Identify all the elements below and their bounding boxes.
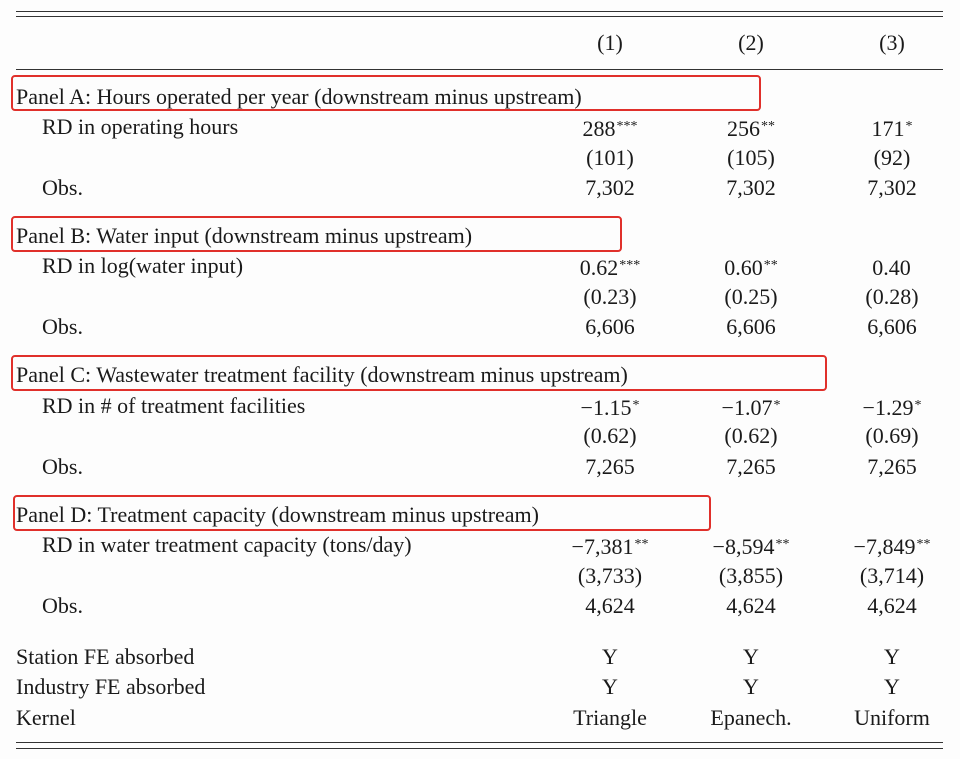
cell: (0.69) xyxy=(865,423,919,448)
cell: 7,265 xyxy=(585,454,635,479)
cell: (3,733) xyxy=(577,563,643,588)
column-header-1: (1) xyxy=(597,30,623,55)
panel-d-title-row: Panel D: Treatment capacity (downstream … xyxy=(0,500,960,530)
cell: 7,302 xyxy=(867,175,917,200)
cell: −7,381** xyxy=(571,534,649,559)
cell: 6,606 xyxy=(585,314,635,339)
cell: 6,606 xyxy=(867,314,917,339)
cell: Y xyxy=(602,674,618,699)
cell: 7,302 xyxy=(726,175,776,200)
cell: (3,855) xyxy=(718,563,784,588)
row-label: Obs. xyxy=(42,454,83,479)
panel-b-title-row: Panel B: Water input (downstream minus u… xyxy=(0,221,960,251)
cell: −1.15* xyxy=(580,395,640,420)
column-header-3: (3) xyxy=(879,30,905,55)
panel-a-highlight xyxy=(11,75,761,111)
table-row: RD in log(water input) 0.62*** 0.60** 0.… xyxy=(0,251,960,281)
cell: −1.29* xyxy=(862,395,922,420)
table-row: (0.62) (0.62) (0.69) xyxy=(0,421,960,451)
cell: 256** xyxy=(727,116,775,141)
cell: −8,594** xyxy=(712,534,790,559)
panel-d-title: Panel D: Treatment capacity (downstream … xyxy=(16,502,539,527)
table-row: RD in operating hours 288*** 256** 171* xyxy=(0,112,960,142)
panel-d-highlight xyxy=(13,495,711,531)
panel-c-title: Panel C: Wastewater treatment facility (… xyxy=(16,362,628,387)
table-row: Obs. 7,265 7,265 7,265 xyxy=(0,452,960,482)
table-row: Kernel Triangle Epanech. Uniform xyxy=(0,703,960,733)
table-row: (0.23) (0.25) (0.28) xyxy=(0,282,960,312)
cell: −1.07* xyxy=(721,395,781,420)
table-row: (101) (105) (92) xyxy=(0,143,960,173)
row-label: Obs. xyxy=(42,593,83,618)
cell: (0.23) xyxy=(583,284,637,309)
cell: 4,624 xyxy=(585,593,635,618)
row-label: Kernel xyxy=(16,705,76,730)
row-label: Industry FE absorbed xyxy=(16,674,206,699)
bottom-rule xyxy=(16,742,943,743)
panel-a-title: Panel A: Hours operated per year (downst… xyxy=(16,84,582,109)
cell: Triangle xyxy=(573,705,647,730)
column-header-row: (1) (2) (3) xyxy=(0,28,960,58)
bottom-rule-2 xyxy=(16,748,943,749)
panel-c-highlight xyxy=(11,355,827,391)
cell: 0.40 xyxy=(872,255,911,280)
cell: 7,265 xyxy=(867,454,917,479)
row-label: Obs. xyxy=(42,175,83,200)
table-row: Obs. 7,302 7,302 7,302 xyxy=(0,173,960,203)
cell: Y xyxy=(743,644,759,669)
cell: Y xyxy=(884,674,900,699)
cell: −7,849** xyxy=(853,534,931,559)
cell: (105) xyxy=(727,145,775,170)
cell: Y xyxy=(884,644,900,669)
cell: 0.62*** xyxy=(579,255,641,280)
cell: Uniform xyxy=(854,705,930,730)
table-row: RD in # of treatment facilities −1.15* −… xyxy=(0,391,960,421)
panel-a-title-row: Panel A: Hours operated per year (downst… xyxy=(0,82,960,112)
cell: 0.60** xyxy=(724,255,778,280)
cell: (101) xyxy=(586,145,634,170)
cell: (0.62) xyxy=(724,423,778,448)
panel-b-title: Panel B: Water input (downstream minus u… xyxy=(16,223,473,248)
cell: 171* xyxy=(871,116,913,141)
table-row: Industry FE absorbed Y Y Y xyxy=(0,672,960,702)
table-row: Obs. 6,606 6,606 6,606 xyxy=(0,312,960,342)
row-label: RD in operating hours xyxy=(42,114,239,139)
table-row: (3,733) (3,855) (3,714) xyxy=(0,561,960,591)
cell: 288*** xyxy=(582,116,638,141)
row-label: RD in # of treatment facilities xyxy=(42,393,306,418)
row-label: Station FE absorbed xyxy=(16,644,195,669)
row-label: RD in log(water input) xyxy=(42,253,244,278)
cell: Y xyxy=(602,644,618,669)
cell: 7,265 xyxy=(726,454,776,479)
cell: 6,606 xyxy=(726,314,776,339)
table-row: Obs. 4,624 4,624 4,624 xyxy=(0,591,960,621)
column-header-2: (2) xyxy=(738,30,764,55)
header-rule xyxy=(16,69,943,70)
top-rule xyxy=(16,11,943,12)
cell: (0.28) xyxy=(865,284,919,309)
table-row: RD in water treatment capacity (tons/day… xyxy=(0,530,960,560)
top-rule-2 xyxy=(16,16,943,17)
cell: Y xyxy=(743,674,759,699)
cell: 7,302 xyxy=(585,175,635,200)
cell: (0.25) xyxy=(724,284,778,309)
cell: 4,624 xyxy=(726,593,776,618)
cell: 4,624 xyxy=(867,593,917,618)
panel-b-highlight xyxy=(11,216,622,252)
row-label: Obs. xyxy=(42,314,83,339)
cell: (3,714) xyxy=(859,563,925,588)
row-label: RD in water treatment capacity (tons/day… xyxy=(42,532,412,557)
panel-c-title-row: Panel C: Wastewater treatment facility (… xyxy=(0,360,960,390)
cell: (0.62) xyxy=(583,423,637,448)
cell: Epanech. xyxy=(710,705,792,730)
cell: (92) xyxy=(873,145,911,170)
table-row: Station FE absorbed Y Y Y xyxy=(0,642,960,672)
